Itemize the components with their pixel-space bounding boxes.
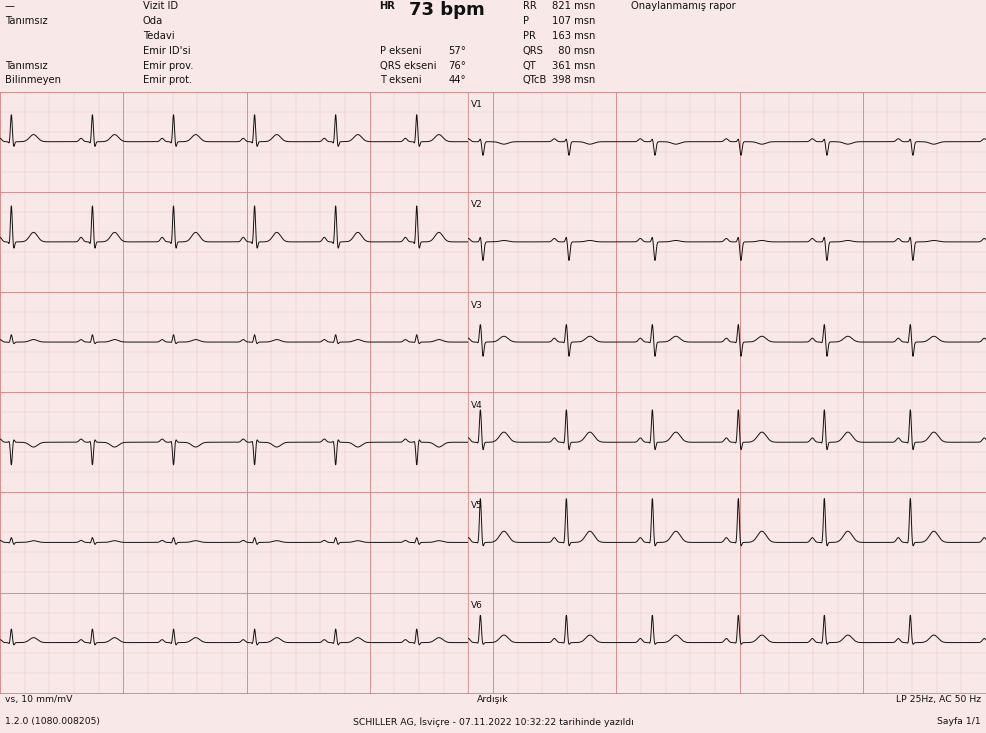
Bar: [0, 0, 986, 92]
Text: Tanımsız: Tanımsız: [5, 16, 47, 26]
Text: Oda: Oda: [143, 16, 164, 26]
Text: PR: PR: [523, 31, 535, 41]
Text: V3: V3: [471, 301, 483, 309]
Text: Emir ID'si: Emir ID'si: [143, 45, 190, 56]
Text: 73 bpm: 73 bpm: [409, 1, 485, 20]
Text: 398 msn: 398 msn: [552, 75, 596, 85]
Text: QRS: QRS: [523, 45, 543, 56]
Text: 80 msn: 80 msn: [552, 45, 596, 56]
Text: QTcB: QTcB: [523, 75, 547, 85]
Text: Ardışık: Ardışık: [477, 695, 509, 704]
Text: T ekseni: T ekseni: [380, 75, 421, 85]
Text: Sayfa 1/1: Sayfa 1/1: [938, 717, 981, 726]
Text: RR: RR: [523, 1, 536, 12]
Text: 57°: 57°: [449, 45, 466, 56]
Text: 361 msn: 361 msn: [552, 61, 596, 70]
Text: Bilinmeyen: Bilinmeyen: [5, 75, 61, 85]
Text: V4: V4: [471, 401, 483, 410]
Text: Emir prot.: Emir prot.: [143, 75, 192, 85]
Text: Tanımsız: Tanımsız: [5, 61, 47, 70]
Text: V2: V2: [471, 200, 483, 210]
Text: HR: HR: [380, 1, 395, 12]
Text: V6: V6: [471, 601, 483, 610]
Text: vs, 10 mm/mV: vs, 10 mm/mV: [5, 695, 72, 704]
Text: V5: V5: [471, 501, 483, 510]
Text: LP 25Hz, AC 50 Hz: LP 25Hz, AC 50 Hz: [896, 695, 981, 704]
Text: —: —: [5, 1, 15, 12]
Text: 76°: 76°: [449, 61, 466, 70]
Text: QT: QT: [523, 61, 536, 70]
Text: Vizit ID: Vizit ID: [143, 1, 178, 12]
Text: V1: V1: [471, 100, 483, 109]
Text: P ekseni: P ekseni: [380, 45, 421, 56]
Text: P: P: [523, 16, 528, 26]
Text: QRS ekseni: QRS ekseni: [380, 61, 436, 70]
Text: 44°: 44°: [449, 75, 466, 85]
Text: 821 msn: 821 msn: [552, 1, 596, 12]
Text: Tedavi: Tedavi: [143, 31, 175, 41]
Text: Emir prov.: Emir prov.: [143, 61, 193, 70]
Text: 107 msn: 107 msn: [552, 16, 596, 26]
Text: Onaylanmamış rapor: Onaylanmamış rapor: [631, 1, 736, 12]
Text: 163 msn: 163 msn: [552, 31, 596, 41]
Text: SCHILLER AG, İsviçre - 07.11.2022 10:32:22 tarihinde yazıldı: SCHILLER AG, İsviçre - 07.11.2022 10:32:…: [353, 717, 633, 726]
Text: 1.2.0 (1080.008205): 1.2.0 (1080.008205): [5, 717, 100, 726]
